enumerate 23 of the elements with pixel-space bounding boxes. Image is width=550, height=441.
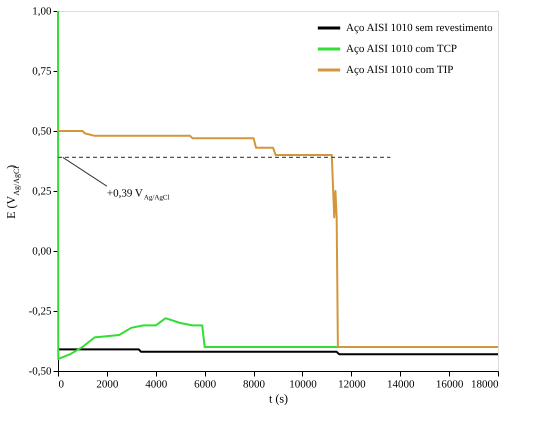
legend-label: Aço AISI 1010 sem revestimento — [346, 22, 494, 34]
y-tick-label: 0,25 — [32, 186, 52, 198]
x-tick-label: 10000 — [289, 378, 318, 390]
y-tick-label: -0,50 — [28, 366, 52, 378]
y-axis-title: E (VAg/AgCl) — [4, 164, 21, 219]
x-tick-label: 12000 — [338, 378, 366, 390]
x-tick-label: 18000 — [471, 378, 499, 390]
x-tick-label: 6000 — [194, 378, 217, 390]
x-tick-label: 8000 — [243, 378, 266, 390]
x-tick-label: 4000 — [145, 378, 168, 390]
legend-label: Aço AISI 1010 com TIP — [346, 64, 454, 76]
line-series — [57, 130, 499, 348]
x-axis-title: t (s) — [269, 392, 288, 406]
legend-label: Aço AISI 1010 com TCP — [346, 43, 458, 55]
x-tick-label: 14000 — [386, 378, 415, 390]
y-tick-label: -0,25 — [28, 306, 52, 318]
x-tick-label: 2000 — [96, 378, 119, 390]
x-tick-label: 16000 — [436, 378, 464, 390]
x-tick-label: 0 — [58, 378, 64, 390]
y-tick-label: 0,50 — [32, 126, 52, 138]
y-tick-label: 0,75 — [32, 66, 52, 78]
y-tick-label: 1,00 — [32, 6, 52, 18]
y-tick-label: 0,00 — [32, 246, 52, 258]
